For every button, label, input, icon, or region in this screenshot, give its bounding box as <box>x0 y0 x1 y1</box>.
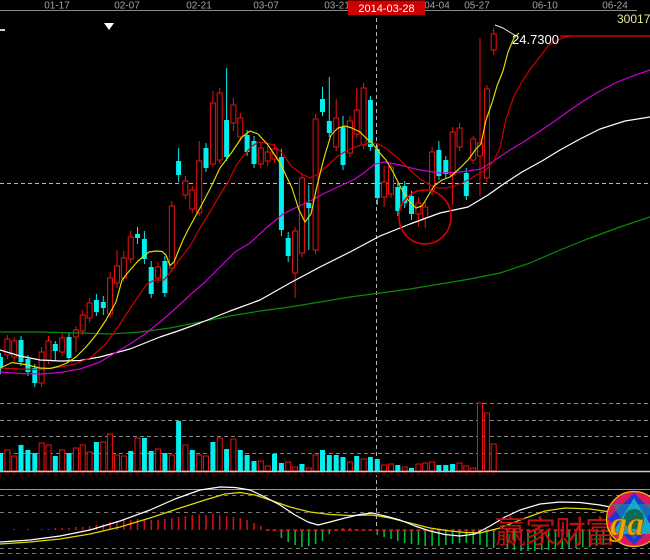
svg-text:01-17: 01-17 <box>44 1 70 12</box>
svg-text:03-21: 03-21 <box>324 1 350 12</box>
svg-text:ga: ga <box>609 506 644 543</box>
svg-text:04-04: 04-04 <box>424 1 450 12</box>
svg-text:03-07: 03-07 <box>253 1 279 12</box>
svg-text:2014-03-28: 2014-03-28 <box>358 3 414 15</box>
svg-text:300173: 300173 <box>617 12 650 26</box>
svg-text:05-27: 05-27 <box>464 1 490 12</box>
svg-text:02-07: 02-07 <box>114 1 140 12</box>
svg-text:24.7300: 24.7300 <box>512 32 559 47</box>
svg-text:赢家财富: 赢家财富 <box>495 515 615 550</box>
svg-text:02-21: 02-21 <box>186 1 212 12</box>
svg-text:06-24: 06-24 <box>602 1 628 12</box>
svg-text:06-10: 06-10 <box>532 1 558 12</box>
